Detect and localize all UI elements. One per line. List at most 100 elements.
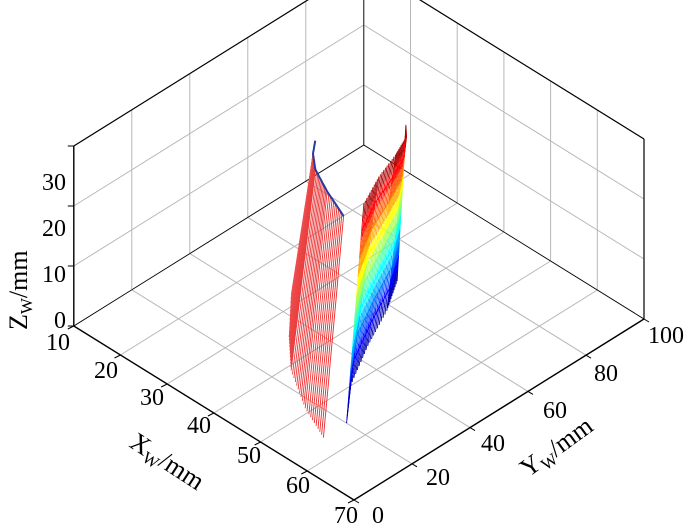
floor-grid-line (120, 173, 411, 356)
surface-crossline (379, 231, 383, 236)
surface-ruling (331, 201, 335, 220)
surface-ruling (317, 220, 321, 238)
surface-ruling (302, 251, 306, 268)
surface-crossline (392, 174, 395, 177)
surface-ruling (388, 186, 392, 203)
surface-ruling (394, 152, 398, 169)
frame-edge (73, 0, 309, 147)
wall-grid-line (363, 24, 645, 200)
surface-crossline (395, 169, 398, 173)
surface-crossline (371, 246, 374, 250)
surface-crossline (400, 161, 403, 165)
surface-crossline (397, 184, 400, 187)
surface-ruling (304, 299, 307, 317)
x-tick-mark (301, 470, 308, 475)
surface-ruling (313, 341, 317, 360)
surface-crossline (392, 275, 395, 279)
surface-ruling (379, 212, 383, 230)
surface-ruling (293, 305, 297, 322)
surface-ruling (351, 364, 356, 382)
surface-ruling (363, 228, 367, 247)
surface-ruling (361, 203, 365, 222)
surface-ruling (324, 191, 328, 210)
surface-ruling (309, 172, 312, 189)
surface-ruling (293, 361, 297, 379)
surface-ruling (322, 334, 326, 353)
surface-ruling (305, 205, 309, 222)
surface-ruling (336, 271, 339, 290)
surface-ruling (317, 326, 321, 345)
surface-ruling (381, 169, 385, 187)
surface-crossline (397, 165, 400, 169)
surface-ruling (394, 273, 397, 288)
surface-ruling (404, 124, 407, 138)
surface-crossline (370, 228, 373, 232)
surface-ruling (324, 379, 328, 398)
surface-ruling (328, 196, 331, 215)
surface-crossline (355, 352, 358, 357)
surface-ruling (384, 264, 388, 280)
surface-ruling (299, 252, 303, 269)
surface-ruling (320, 352, 324, 372)
surface-crossline (364, 277, 367, 282)
surface-ruling (329, 345, 333, 364)
surface-ruling (329, 261, 333, 280)
surface-crossline (354, 330, 356, 335)
surface-ruling (365, 312, 369, 329)
surface-crossline (365, 312, 369, 317)
surface-ruling (303, 386, 307, 405)
surface-ruling (397, 244, 399, 258)
surface-ruling (365, 260, 370, 279)
surface-ruling (320, 289, 324, 309)
surface-crossline (383, 226, 386, 230)
surface-ruling (370, 288, 375, 306)
surface-ruling (358, 312, 363, 331)
surface-ruling (336, 250, 339, 269)
surface-crossline (396, 221, 398, 224)
surface-ruling (289, 337, 293, 354)
surface-ruling (322, 271, 326, 290)
surface-ruling (293, 299, 297, 316)
surface-crossline (355, 340, 357, 345)
surface-ruling (397, 255, 400, 269)
surface-crossline (394, 188, 397, 192)
surface-crossline (392, 245, 395, 249)
surface-ruling (387, 224, 391, 240)
surface-ruling (322, 250, 326, 269)
surface-crossline (399, 222, 401, 225)
surface-ruling (368, 228, 373, 247)
surface-ruling (322, 397, 326, 417)
surface-ruling (306, 217, 310, 235)
surface-ruling (389, 267, 393, 282)
surface-ruling (324, 316, 328, 335)
surface-crossline (381, 210, 384, 214)
surface-ruling (294, 256, 298, 270)
surface-crossline (366, 237, 369, 241)
surface-ruling (295, 344, 299, 362)
surface-ruling (385, 226, 389, 243)
surface-crossline (396, 246, 399, 250)
surface-crossline (365, 240, 368, 244)
surface-crossline (355, 323, 358, 328)
surface-crossline (356, 333, 359, 338)
surface-ruling (303, 225, 307, 242)
surface-ruling (295, 284, 299, 300)
surface-crossline (389, 216, 392, 220)
surface-ruling (375, 256, 379, 273)
surface-ruling (379, 198, 384, 216)
surface-ruling (360, 309, 364, 327)
surface-ruling (306, 186, 310, 202)
surface-crossline (363, 315, 367, 320)
surface-ruling (377, 174, 381, 192)
surface-ruling (297, 327, 301, 345)
surface-crossline (394, 240, 396, 244)
surface-crossline (376, 197, 380, 201)
surface-ruling (312, 359, 315, 378)
y-tick-mark (469, 427, 476, 432)
surface-crossline (376, 291, 379, 296)
surface-ruling (355, 356, 359, 374)
surface-ruling (319, 245, 323, 264)
surface-ruling (292, 337, 296, 354)
surface-ruling (298, 351, 302, 369)
surface-ruling (322, 230, 326, 249)
